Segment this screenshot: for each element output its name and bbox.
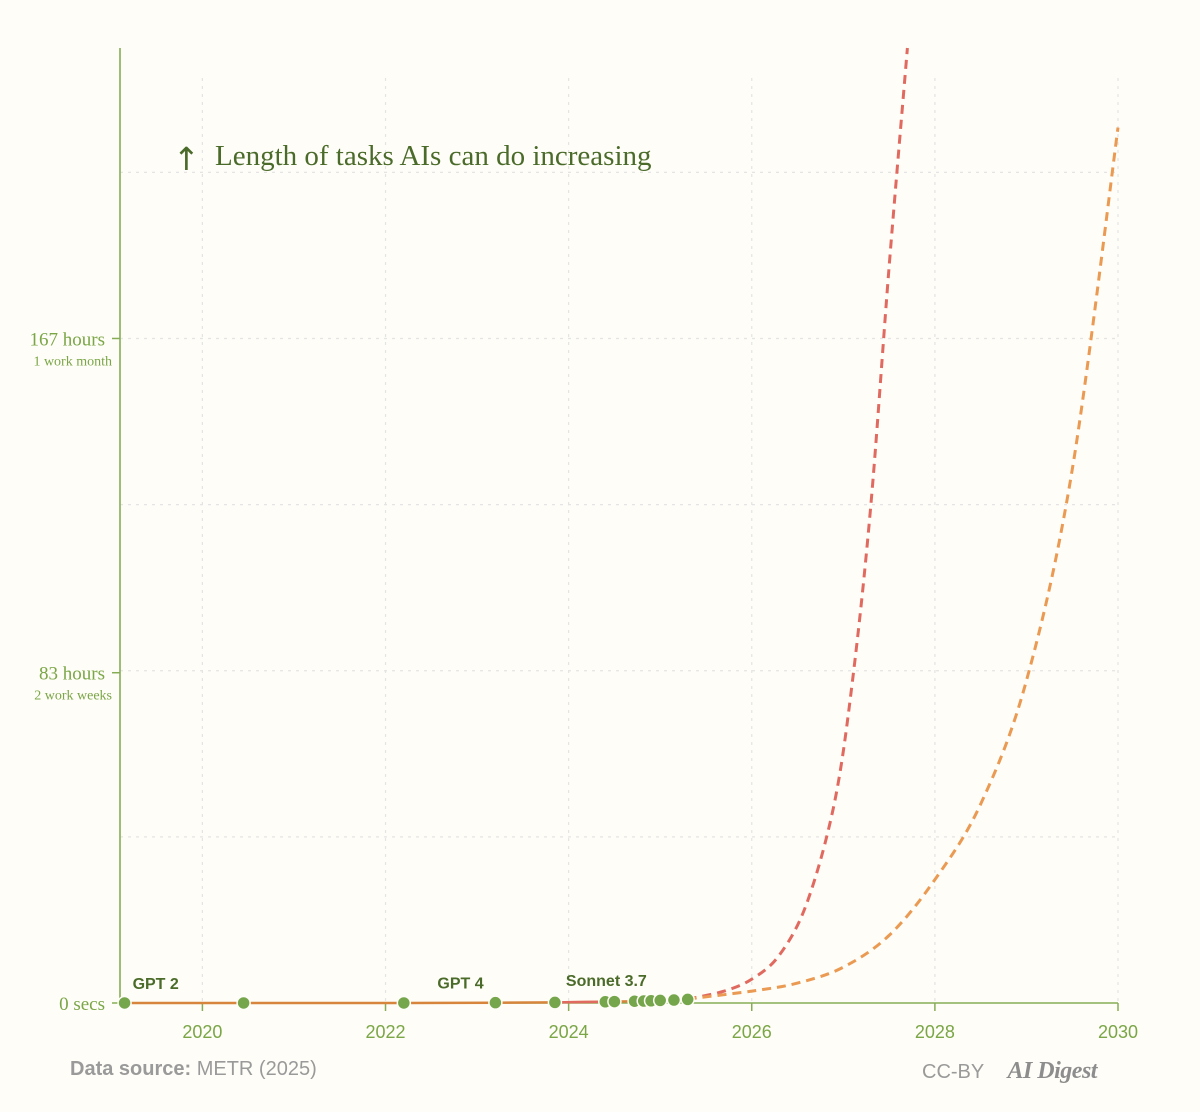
footer-credits: CC-BY AI Digest [922,1058,1097,1085]
license-label: CC-BY [922,1061,984,1083]
tick-labels: 0 secs 83 hours 2 work weeks 167 hours 1 wor… [30,329,1139,1042]
model-point-label: GPT 2 [133,976,179,993]
chart-title-group: ↑ Length of tasks AIs can do increasing [173,140,652,178]
model-point [666,992,682,1008]
model-point [607,994,622,1009]
model-point-label: GPT 4 [437,976,483,993]
y-tick-label: 0 secs [59,994,105,1015]
x-tick-label: 2026 [732,1022,772,1042]
projection-slow-line [687,127,1120,1001]
model-point [236,995,251,1011]
series-lines [124,47,1120,1005]
chart: 0 secs 83 hours 2 work weeks 167 hours 1 wor… [30,47,1139,1042]
y-tick-sublabel: 1 work month [33,354,112,369]
brand-logo: AI Digest [1007,1058,1097,1084]
x-tick-label: 2028 [915,1022,955,1042]
y-tick-sublabel: 2 work weeks [34,689,112,704]
x-tick-label: 2022 [365,1022,405,1042]
model-points [117,992,695,1011]
y-tick-label: 167 hours [30,329,105,350]
x-tick-label: 2020 [182,1022,222,1042]
data-source-label: Data source: [70,1058,192,1080]
grid-lines [120,78,1119,1003]
title-arrow-icon: ↑ [173,140,200,178]
x-tick-label: 2024 [549,1022,589,1042]
model-point [547,995,563,1010]
chart-title: Length of tasks AIs can do increasing [215,140,652,172]
projection-fast-line [687,47,909,1001]
model-point [396,995,412,1011]
model-point [117,995,132,1011]
model-point-label: Sonnet 3.7 [566,973,647,990]
model-point [680,992,695,1007]
model-point [652,993,668,1008]
data-source: Data source: METR (2025) [70,1058,317,1081]
y-tick-label: 83 hours [39,664,105,685]
recent-trend-segment [554,1000,606,1004]
x-tick-label: 2030 [1098,1022,1138,1042]
axes [112,48,1119,1011]
data-source-value: METR (2025) [196,1058,317,1080]
model-point [488,995,503,1010]
